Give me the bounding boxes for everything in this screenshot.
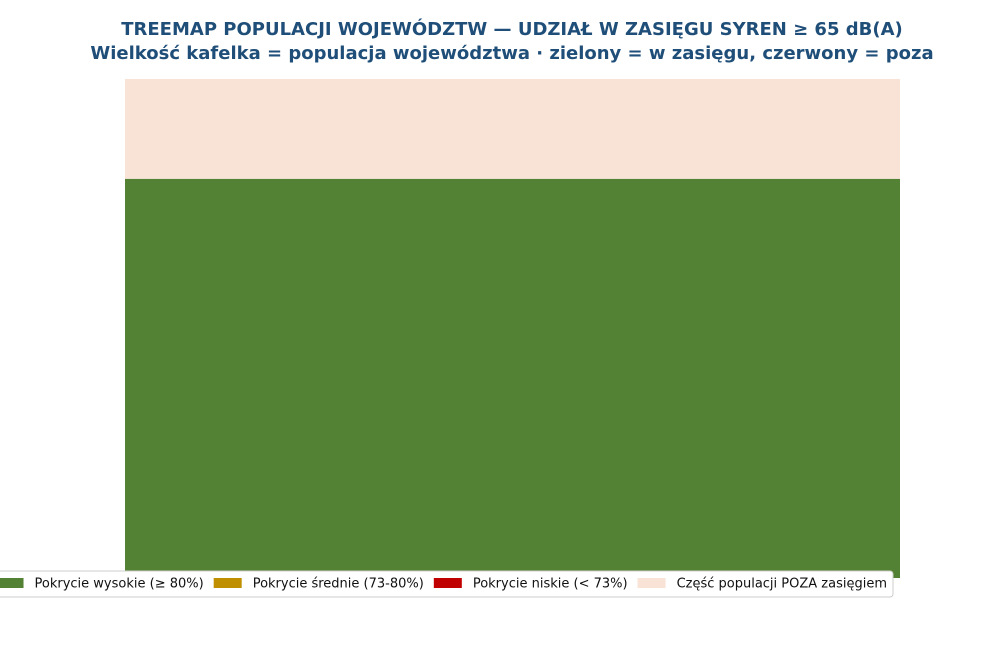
legend-swatch — [0, 578, 24, 588]
tile-segment — [125, 79, 900, 179]
chart-subtitle: Wielkość kafelka = populacja województwa… — [90, 43, 933, 64]
legend-label: Część populacji POZA zasięgiem — [677, 577, 887, 592]
legend: Pokrycie wysokie (≥ 80%) Pokrycie średnie… — [0, 570, 894, 598]
legend-swatch — [213, 578, 242, 588]
tiles — [125, 79, 900, 579]
legend-label: Pokrycie wysokie (≥ 80%) — [35, 577, 204, 592]
legend-label: Pokrycie średnie (73-80%) — [253, 577, 424, 592]
legend-swatch — [637, 578, 666, 588]
legend-label: Pokrycie niskie (< 73%) — [473, 577, 628, 592]
tile-segment — [125, 178, 900, 579]
chart-title: TREEMAP POPULACJI WOJEWÓDZTW — UDZIAŁ W … — [121, 18, 903, 40]
legend-swatch — [433, 578, 462, 588]
